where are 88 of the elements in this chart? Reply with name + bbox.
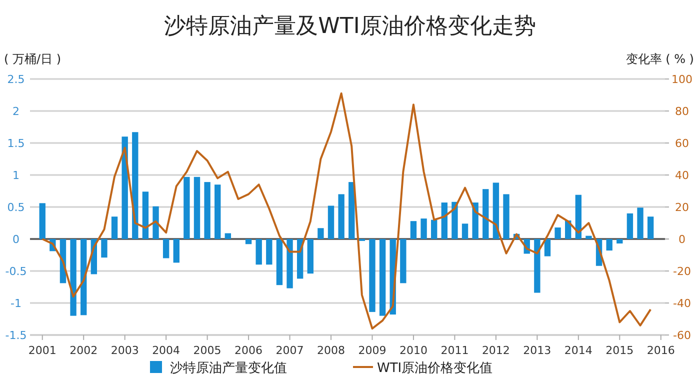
bar — [492, 182, 500, 239]
bar — [586, 236, 592, 239]
bar — [348, 182, 355, 239]
bar — [111, 216, 118, 239]
bar — [122, 136, 128, 239]
x-tick-label: 2009 — [358, 344, 386, 357]
bar — [245, 239, 252, 244]
y-axis-title: ( 万桶/日 ) — [4, 52, 62, 66]
bar — [184, 176, 190, 239]
bar — [173, 239, 180, 263]
y-tick-label: -0.5 — [5, 265, 27, 278]
bar — [101, 239, 108, 258]
y2-tick-label: -20 — [673, 265, 691, 278]
x-tick-label: 2015 — [606, 344, 634, 357]
y2-axis-title: 变化率 ( % ) — [626, 52, 694, 66]
bar — [39, 203, 46, 239]
y2-tick-label: 0 — [678, 233, 686, 246]
bar — [554, 227, 561, 239]
bar — [266, 239, 272, 265]
bar — [204, 182, 210, 239]
legend-label: WTI原油价格变化值 — [377, 361, 493, 376]
x-tick-label: 2010 — [399, 344, 428, 357]
x-tick-label: 2008 — [317, 344, 346, 357]
y-tick-label: 1 — [12, 169, 20, 182]
x-tick-label: 2012 — [482, 344, 510, 357]
bar — [534, 239, 540, 293]
bar — [606, 239, 612, 251]
x-tick-label: 2016 — [646, 344, 675, 357]
bar — [70, 239, 76, 316]
y2-tick-label: 100 — [672, 73, 692, 86]
x-tick-label: 2014 — [564, 344, 592, 357]
bar — [647, 216, 654, 239]
legend-item: WTI原油价格变化值 — [353, 361, 493, 376]
bar — [503, 194, 510, 239]
y2-tick-label: 40 — [675, 169, 689, 182]
y-tick-label: 0 — [12, 233, 20, 246]
y-tick-label: -1 — [10, 297, 22, 310]
x-tick-label: 2011 — [440, 344, 469, 357]
bar — [194, 176, 200, 239]
bar — [420, 218, 427, 239]
bar — [328, 206, 334, 239]
bar — [431, 220, 438, 239]
x-tick-label: 2013 — [523, 344, 552, 357]
bar — [307, 239, 314, 274]
bar — [152, 206, 159, 239]
bar — [276, 239, 283, 286]
bar — [637, 208, 644, 239]
bar — [400, 239, 406, 284]
chart-title: 沙特原油产量及WTI原油价格变化走势 — [164, 14, 536, 39]
y-tick-label: -1.5 — [5, 329, 27, 342]
bar — [462, 224, 468, 239]
x-tick-label: 2003 — [110, 344, 139, 357]
x-tick-label: 2006 — [234, 344, 263, 357]
bar — [441, 202, 448, 239]
y-tick-label: 0.5 — [7, 201, 25, 214]
y-tick-label: 2.5 — [7, 73, 25, 86]
y2-tick-label: 20 — [675, 201, 689, 214]
bar — [379, 239, 386, 316]
bar — [616, 239, 623, 244]
bar — [80, 239, 87, 316]
bar — [338, 194, 344, 239]
y2-tick-label: 60 — [675, 137, 689, 150]
y-tick-label: 2 — [12, 105, 20, 118]
bar — [142, 192, 149, 239]
bar — [162, 239, 170, 258]
x-tick-label: 2007 — [276, 344, 304, 357]
legend-item: 沙特原油产量变化值 — [150, 361, 287, 376]
x-tick-label: 2004 — [152, 344, 180, 357]
bar — [482, 189, 489, 239]
bar — [452, 202, 458, 239]
y-tick-label: 1.5 — [7, 137, 25, 150]
bar — [224, 233, 232, 239]
bar — [626, 213, 634, 239]
bar — [410, 221, 417, 239]
y2-tick-label: 80 — [675, 105, 689, 118]
y2-tick-label: -60 — [673, 329, 691, 342]
x-tick-label: 2002 — [70, 344, 98, 357]
bar — [369, 239, 376, 312]
bar — [544, 239, 551, 256]
bar — [575, 194, 582, 239]
y2-tick-label: -40 — [673, 297, 691, 310]
bar — [256, 239, 262, 265]
bar — [286, 239, 293, 288]
line-series — [41, 92, 652, 330]
bar — [214, 184, 221, 239]
x-tick-label: 2001 — [28, 344, 56, 357]
x-tick-label: 2005 — [193, 344, 222, 357]
bar — [318, 228, 324, 239]
